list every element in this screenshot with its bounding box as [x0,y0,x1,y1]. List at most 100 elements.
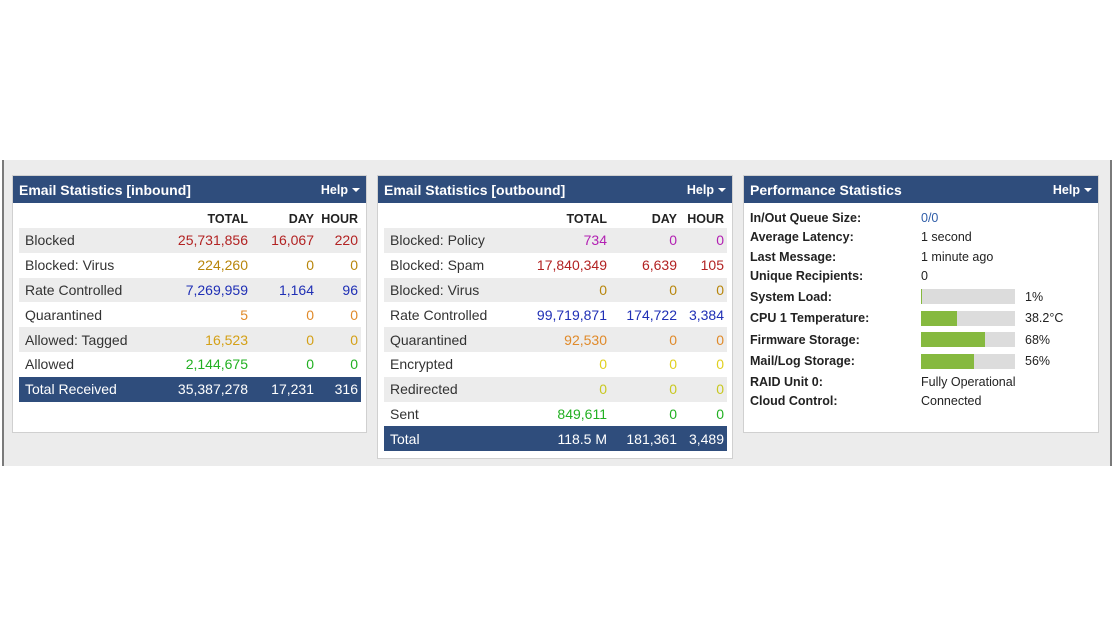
row-label: Blocked: Virus [384,277,524,303]
performance-value: 1% [1025,289,1044,304]
table-row[interactable]: Allowed 2,144,675 0 0 [19,352,361,377]
performance-value: 68% [1025,332,1051,347]
row-day-value: 174,722 [626,306,677,323]
total-total-value: 118.5 M [524,426,610,452]
header-spacer [384,210,524,228]
row-day-value: 6,639 [641,257,677,274]
row-day-value: 1,164 [251,277,317,303]
table-row[interactable]: Sent 849,611 0 0 [384,402,727,427]
total-hour-value: 316 [317,376,361,402]
performance-row: System Load: 1% [750,286,1063,308]
table-row[interactable]: Redirected 0 0 0 [384,376,727,402]
performance-label: Firmware Storage: [750,332,860,347]
table-row[interactable]: Blocked: Virus 224,260 0 0 [19,253,361,278]
chevron-down-icon [352,187,360,192]
chevron-down-icon [718,187,726,192]
row-day-value: 0 [610,228,680,253]
column-header: HOUR [321,212,358,226]
performance-label: RAID Unit 0: [750,374,823,389]
performance-row: Unique Recipients: 0 [750,267,1063,287]
total-hour-value: 3,489 [680,426,727,452]
row-total-value: 224,260 [197,257,248,274]
row-hour-value: 0 [350,257,358,274]
row-day-value: 0 [669,356,677,373]
performance-label: Cloud Control: [750,394,838,409]
performance-value: 56% [1025,354,1051,369]
table-row[interactable]: Rate Controlled 99,719,871 174,722 3,384 [384,302,727,327]
row-label: Allowed [25,356,75,373]
total-day-value: 17,231 [251,376,317,402]
performance-row: Firmware Storage: 68% [750,329,1063,351]
inbound-header: Email Statistics [inbound] Help [13,176,366,203]
table-row[interactable]: Quarantined 5 0 0 [19,302,361,327]
table-row[interactable]: Blocked: Virus 0 0 0 [384,277,727,303]
performance-value: 38.2°C [1025,311,1064,326]
row-label: Sent [390,405,419,422]
performance-label: CPU 1 Temperature: [750,311,870,326]
table-row[interactable]: Rate Controlled 7,269,959 1,164 96 [19,277,361,303]
row-hour-value: 0 [680,228,727,253]
row-day-value: 0 [306,356,314,373]
outbound-table: TOTAL DAY HOUR Blocked: Policy 734 0 0 Blocked:… [384,210,727,452]
performance-row: Average Latency: 1 second [750,228,1063,248]
outbound-panel: Email Statistics [outbound] Help TOTAL DA… [377,175,733,459]
row-total-value: 5 [240,306,248,323]
row-day-value: 0 [610,277,680,303]
outbound-help-button[interactable]: Help [687,183,726,197]
row-hour-value: 0 [680,327,727,352]
row-total-value: 0 [524,277,610,303]
row-total-value: 17,840,349 [536,257,607,274]
usage-bar [921,332,1015,348]
row-day-value: 0 [610,327,680,352]
row-label: Quarantined [25,306,103,323]
row-hour-value: 0 [350,356,358,373]
performance-label: Unique Recipients: [750,269,864,284]
outbound-header: Email Statistics [outbound] Help [378,176,732,203]
performance-list: In/Out Queue Size: 0/0 Average Latency: 1 s… [750,208,1063,411]
outbound-title: Email Statistics [outbound] [384,181,566,198]
row-total-value: 7,269,959 [166,277,251,303]
column-header: DAY [288,212,314,226]
total-row: Total 118.5 M 181,361 3,489 [384,426,727,452]
table-row[interactable]: Quarantined 92,530 0 0 [384,327,727,352]
column-header: HOUR [687,212,724,226]
performance-header: Performance Statistics Help [744,176,1098,203]
row-label: Rate Controlled [19,277,166,303]
inbound-table: TOTAL DAY HOUR Blocked 25,731,856 16,067 220 Bl… [19,210,361,402]
row-hour-value: 0 [350,306,358,323]
performance-label: Average Latency: [750,230,854,245]
performance-row: RAID Unit 0: Fully Operational [750,372,1063,392]
performance-row: Last Message: 1 minute ago [750,247,1063,267]
row-label: Rate Controlled [390,306,488,323]
row-total-value: 0 [524,376,610,402]
row-total-value: 92,530 [524,327,610,352]
performance-label: Last Message: [750,249,837,264]
performance-help-button[interactable]: Help [1053,183,1092,197]
performance-value: 0 [921,269,928,284]
row-label: Quarantined [384,327,524,352]
inbound-help-button[interactable]: Help [321,183,360,197]
table-row[interactable]: Allowed: Tagged 16,523 0 0 [19,327,361,352]
table-row[interactable]: Encrypted 0 0 0 [384,352,727,377]
performance-title: Performance Statistics [750,181,902,198]
total-day-value: 181,361 [610,426,680,452]
table-row[interactable]: Blocked: Policy 734 0 0 [384,228,727,253]
table-row[interactable]: Blocked 25,731,856 16,067 220 [19,228,361,253]
row-total-value: 25,731,856 [166,228,251,253]
performance-row: Mail/Log Storage: 56% [750,351,1063,373]
column-header: TOTAL [207,212,248,226]
performance-value: Connected [921,394,982,409]
row-label: Blocked: Policy [384,228,524,253]
performance-row: CPU 1 Temperature: 38.2°C [750,308,1063,330]
performance-value: 1 second [921,230,972,245]
queue-size-link[interactable]: 0/0 [921,210,939,225]
row-hour-value: 0 [317,327,361,352]
row-hour-value: 0 [716,405,724,422]
row-hour-value: 3,384 [688,306,724,323]
table-row[interactable]: Blocked: Spam 17,840,349 6,639 105 [384,253,727,278]
row-hour-value: 0 [716,356,724,373]
row-total-value: 16,523 [166,327,251,352]
help-label: Help [686,182,714,197]
help-label: Help [1052,182,1080,197]
row-total-value: 734 [524,228,610,253]
